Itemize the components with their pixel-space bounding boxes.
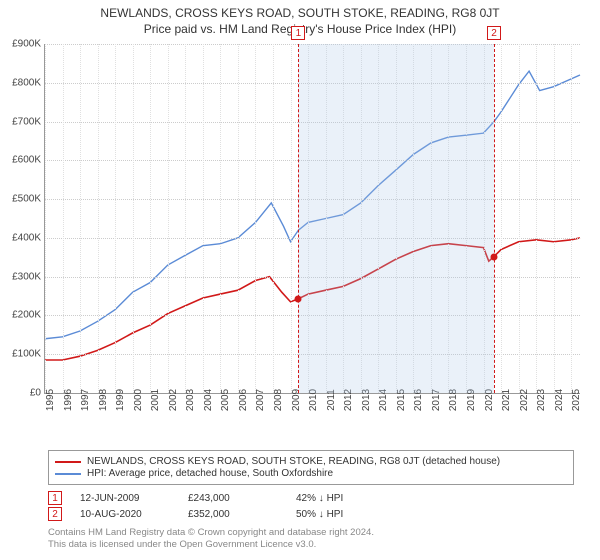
ytick-label: £200K — [12, 310, 45, 321]
chart-title: NEWLANDS, CROSS KEYS ROAD, SOUTH STOKE, … — [0, 6, 600, 20]
xtick-label: 2024 — [554, 389, 565, 411]
note-badge: 1 — [48, 491, 62, 505]
xtick-label: 2003 — [185, 389, 196, 411]
marker-badge: 1 — [291, 26, 305, 40]
ytick-label: £900K — [12, 39, 45, 50]
legend-row: NEWLANDS, CROSS KEYS ROAD, SOUTH STOKE, … — [55, 456, 567, 467]
xtick-label: 1998 — [98, 389, 109, 411]
gridline-v — [185, 44, 186, 393]
sale-point-dot — [295, 295, 302, 302]
xtick-label: 2002 — [168, 389, 179, 411]
ytick-label: £500K — [12, 194, 45, 205]
ytick-label: £400K — [12, 232, 45, 243]
note-badge: 2 — [48, 507, 62, 521]
xtick-label: 2022 — [519, 389, 530, 411]
legend-label: HPI: Average price, detached house, Sout… — [87, 468, 333, 479]
gridline-v — [220, 44, 221, 393]
gridline-v — [273, 44, 274, 393]
ytick-label: £800K — [12, 77, 45, 88]
footer-line-1: Contains HM Land Registry data © Crown c… — [48, 527, 574, 539]
gridline-v — [115, 44, 116, 393]
xtick-label: 2008 — [273, 389, 284, 411]
xtick-label: 2021 — [501, 389, 512, 411]
gridline-v — [98, 44, 99, 393]
price-notes: 1 12-JUN-2009 £243,000 42% ↓ HPI 2 10-AUG-202… — [48, 491, 574, 521]
gridline-v — [80, 44, 81, 393]
gridline-v — [63, 44, 64, 393]
gridline-v — [168, 44, 169, 393]
ytick-label: £300K — [12, 271, 45, 282]
highlight-band — [298, 44, 494, 393]
gridline-v — [203, 44, 204, 393]
note-date: 12-JUN-2009 — [80, 493, 170, 504]
footer-attribution: Contains HM Land Registry data © Crown c… — [48, 527, 574, 551]
note-row: 2 10-AUG-2020 £352,000 50% ↓ HPI — [48, 507, 574, 521]
legend-swatch — [55, 473, 81, 475]
legend-label: NEWLANDS, CROSS KEYS ROAD, SOUTH STOKE, … — [87, 456, 500, 467]
ytick-label: £100K — [12, 349, 45, 360]
gridline-v — [291, 44, 292, 393]
xtick-label: 1997 — [80, 389, 91, 411]
gridline-v — [554, 44, 555, 393]
note-date: 10-AUG-2020 — [80, 509, 170, 520]
gridline-v — [133, 44, 134, 393]
gridline-v — [501, 44, 502, 393]
note-price: £243,000 — [188, 493, 278, 504]
marker-vline — [298, 44, 299, 393]
marker-vline — [494, 44, 495, 393]
note-delta: 50% ↓ HPI — [296, 509, 343, 520]
gridline-v — [150, 44, 151, 393]
ytick-label: £0 — [30, 388, 45, 399]
xtick-label: 2007 — [255, 389, 266, 411]
plot-area: £0£100K£200K£300K£400K£500K£600K£700K£80… — [44, 44, 580, 394]
gridline-v — [45, 44, 46, 393]
xtick-label: 2001 — [150, 389, 161, 411]
footer-line-2: This data is licensed under the Open Gov… — [48, 539, 574, 551]
xtick-label: 2005 — [220, 389, 231, 411]
legend-row: HPI: Average price, detached house, Sout… — [55, 468, 567, 479]
chart-area: £0£100K£200K£300K£400K£500K£600K£700K£80… — [44, 44, 580, 414]
ytick-label: £600K — [12, 155, 45, 166]
xtick-label: 2025 — [571, 389, 582, 411]
gridline-v — [571, 44, 572, 393]
gridline-v — [519, 44, 520, 393]
note-delta: 42% ↓ HPI — [296, 493, 343, 504]
gridline-v — [255, 44, 256, 393]
note-price: £352,000 — [188, 509, 278, 520]
gridline-v — [238, 44, 239, 393]
xtick-label: 1999 — [115, 389, 126, 411]
xtick-label: 1996 — [63, 389, 74, 411]
sale-point-dot — [491, 253, 498, 260]
xtick-label: 1995 — [45, 389, 56, 411]
xtick-label: 2006 — [238, 389, 249, 411]
legend: NEWLANDS, CROSS KEYS ROAD, SOUTH STOKE, … — [48, 450, 574, 485]
ytick-label: £700K — [12, 116, 45, 127]
xtick-label: 2004 — [203, 389, 214, 411]
xtick-label: 2023 — [536, 389, 547, 411]
marker-badge: 2 — [487, 26, 501, 40]
note-row: 1 12-JUN-2009 £243,000 42% ↓ HPI — [48, 491, 574, 505]
xtick-label: 2000 — [133, 389, 144, 411]
legend-swatch — [55, 461, 81, 463]
gridline-v — [536, 44, 537, 393]
